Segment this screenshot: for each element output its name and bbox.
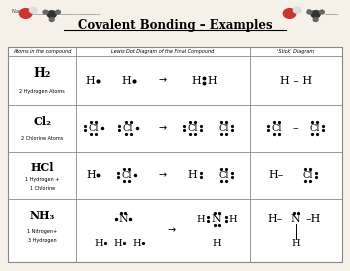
Text: H–: H– <box>269 170 284 180</box>
Text: H: H <box>207 76 217 86</box>
Text: Cl: Cl <box>218 124 229 133</box>
Text: 3 Hydrogen: 3 Hydrogen <box>28 238 56 243</box>
Circle shape <box>56 10 61 14</box>
Text: H: H <box>291 239 300 248</box>
Text: N: N <box>291 214 301 224</box>
Circle shape <box>284 9 296 18</box>
Text: N: N <box>118 214 128 224</box>
FancyBboxPatch shape <box>8 47 342 262</box>
Text: H: H <box>228 215 237 224</box>
Text: H: H <box>133 239 141 248</box>
Text: Cl: Cl <box>187 124 198 133</box>
Text: Lewis Dot Diagram of the Final Compound: Lewis Dot Diagram of the Final Compound <box>111 49 215 54</box>
Text: 2 Hydrogen Atoms: 2 Hydrogen Atoms <box>19 89 65 94</box>
Text: Cl: Cl <box>218 170 229 180</box>
Text: 2 Chlorine Atoms: 2 Chlorine Atoms <box>21 136 63 141</box>
Text: Cl: Cl <box>302 170 313 180</box>
Text: Cl: Cl <box>271 124 282 133</box>
Text: H: H <box>197 215 205 224</box>
Text: NH₃: NH₃ <box>29 210 55 221</box>
Text: Cl: Cl <box>121 170 132 180</box>
Text: H: H <box>87 170 97 180</box>
Text: →: → <box>159 76 167 86</box>
Circle shape <box>49 18 54 21</box>
Circle shape <box>307 10 312 14</box>
Circle shape <box>20 9 32 18</box>
Circle shape <box>29 7 37 13</box>
Text: H: H <box>188 170 197 180</box>
Text: →: → <box>167 225 176 235</box>
Text: Cl₂: Cl₂ <box>33 116 51 127</box>
Text: Cl: Cl <box>309 124 320 133</box>
Text: Atoms in the compound: Atoms in the compound <box>13 49 71 54</box>
Text: Period _____: Period _____ <box>307 8 338 14</box>
Text: –H: –H <box>305 214 321 224</box>
Text: H – H: H – H <box>280 76 312 86</box>
Text: Cl: Cl <box>88 124 99 133</box>
Text: N: N <box>212 214 222 224</box>
Circle shape <box>43 10 48 14</box>
Text: H: H <box>113 239 122 248</box>
Text: →: → <box>159 170 167 180</box>
Text: HCl: HCl <box>30 162 54 173</box>
Circle shape <box>47 11 56 18</box>
Text: –: – <box>293 123 299 133</box>
Text: H: H <box>94 239 103 248</box>
Text: Cl: Cl <box>123 124 133 133</box>
Text: H: H <box>212 239 221 248</box>
Text: Covalent Bonding – Examples: Covalent Bonding – Examples <box>78 19 272 32</box>
Text: 1 Nitrogen+: 1 Nitrogen+ <box>27 229 57 234</box>
Text: H–: H– <box>267 214 282 224</box>
Text: H₂: H₂ <box>34 67 51 80</box>
Circle shape <box>320 10 324 14</box>
Text: H: H <box>121 76 131 86</box>
Text: 1 Hydrogen +: 1 Hydrogen + <box>25 177 59 182</box>
Circle shape <box>293 7 301 13</box>
Text: H: H <box>191 76 201 86</box>
Text: Name ___________________________: Name ___________________________ <box>12 8 100 14</box>
Text: H: H <box>85 76 95 86</box>
Text: →: → <box>159 123 167 133</box>
Circle shape <box>313 18 318 21</box>
Circle shape <box>311 11 320 18</box>
Text: 1 Chlorine: 1 Chlorine <box>30 186 55 191</box>
Text: 'Stick' Diagram: 'Stick' Diagram <box>277 49 314 54</box>
